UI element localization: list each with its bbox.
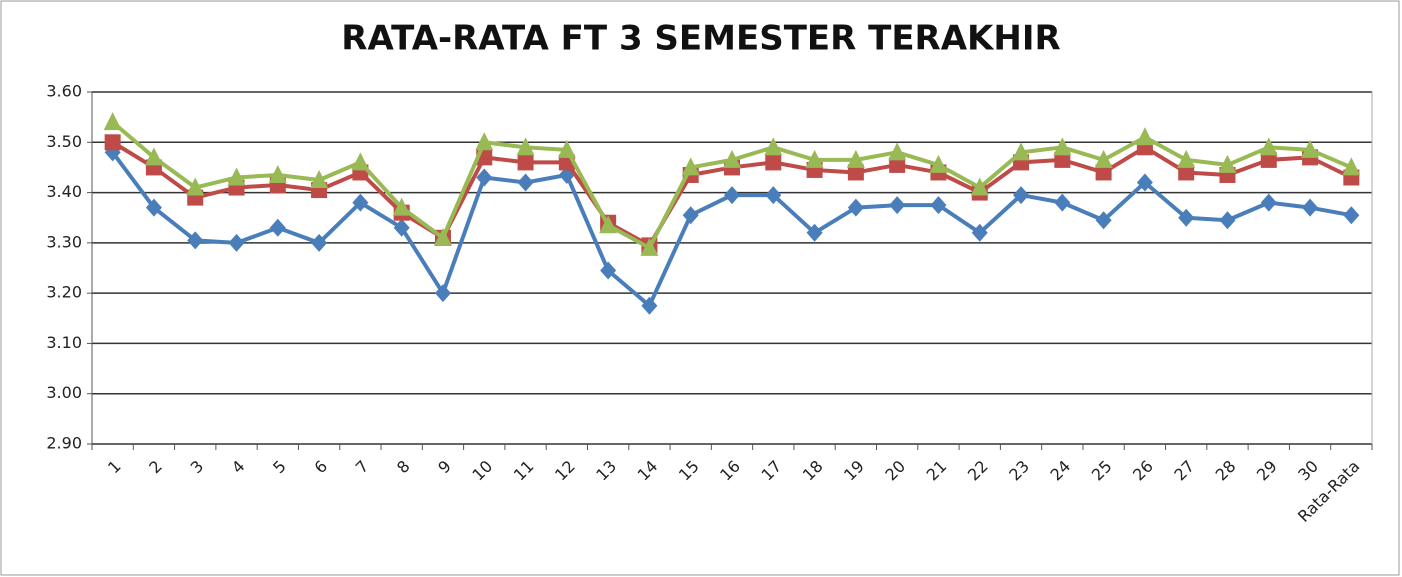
marker bbox=[930, 196, 947, 215]
marker bbox=[889, 196, 906, 215]
y-tick-label: 3.60 bbox=[46, 82, 82, 101]
marker bbox=[682, 206, 699, 225]
marker bbox=[599, 215, 618, 234]
marker bbox=[1302, 198, 1319, 217]
marker bbox=[1177, 149, 1196, 168]
marker bbox=[1095, 164, 1112, 181]
marker bbox=[103, 112, 122, 131]
marker bbox=[227, 167, 246, 186]
y-tick-label: 3.20 bbox=[46, 283, 82, 302]
marker bbox=[1259, 137, 1278, 156]
marker bbox=[1053, 137, 1072, 156]
marker bbox=[1260, 193, 1277, 212]
marker bbox=[434, 284, 451, 303]
marker bbox=[971, 223, 988, 242]
marker bbox=[557, 139, 576, 158]
marker bbox=[1095, 211, 1112, 230]
marker bbox=[268, 164, 287, 183]
marker bbox=[1094, 149, 1113, 168]
marker bbox=[1178, 164, 1195, 181]
marker bbox=[475, 132, 494, 151]
marker bbox=[516, 137, 535, 156]
marker bbox=[641, 296, 658, 315]
marker bbox=[805, 149, 824, 168]
marker bbox=[187, 231, 204, 250]
marker bbox=[681, 157, 700, 176]
marker bbox=[847, 198, 864, 217]
marker bbox=[392, 197, 411, 216]
y-tick-label: 3.50 bbox=[46, 132, 82, 151]
marker bbox=[269, 218, 286, 237]
marker bbox=[393, 218, 410, 237]
marker bbox=[1219, 211, 1236, 230]
marker bbox=[929, 154, 948, 173]
marker bbox=[1178, 208, 1195, 227]
marker bbox=[765, 186, 782, 205]
marker bbox=[846, 149, 865, 168]
marker bbox=[723, 149, 741, 168]
marker bbox=[640, 237, 659, 256]
y-tick-label: 3.30 bbox=[46, 232, 82, 251]
marker bbox=[1136, 173, 1153, 192]
marker bbox=[724, 186, 740, 205]
marker bbox=[1054, 193, 1071, 212]
marker bbox=[970, 177, 989, 196]
y-tick-label: 3.10 bbox=[46, 333, 82, 352]
marker bbox=[228, 233, 245, 252]
y-tick-label: 3.00 bbox=[46, 383, 82, 402]
marker bbox=[517, 173, 534, 192]
y-tick-label: 3.40 bbox=[46, 182, 82, 201]
marker bbox=[1013, 186, 1030, 205]
marker bbox=[104, 134, 121, 151]
marker bbox=[433, 227, 452, 246]
marker bbox=[517, 154, 534, 171]
marker bbox=[351, 152, 370, 171]
marker bbox=[1135, 127, 1154, 146]
marker bbox=[600, 261, 617, 280]
y-tick-label: 2.90 bbox=[46, 434, 82, 453]
marker bbox=[889, 156, 906, 173]
marker bbox=[1012, 142, 1031, 161]
chart-title: RATA-RATA FT 3 SEMESTER TERAKHIR bbox=[341, 19, 1060, 59]
marker bbox=[311, 233, 328, 252]
marker bbox=[352, 193, 369, 212]
marker bbox=[145, 198, 162, 217]
marker bbox=[764, 137, 783, 156]
marker bbox=[310, 170, 329, 188]
marker bbox=[1301, 139, 1320, 158]
marker bbox=[1218, 154, 1237, 173]
marker bbox=[186, 177, 205, 196]
marker bbox=[1342, 157, 1361, 176]
marker bbox=[765, 154, 782, 171]
marker bbox=[806, 223, 823, 242]
marker bbox=[1343, 206, 1360, 225]
marker bbox=[476, 168, 493, 187]
marker bbox=[847, 164, 864, 181]
marker bbox=[144, 147, 163, 166]
marker bbox=[888, 142, 907, 161]
marker bbox=[1054, 151, 1071, 168]
marker bbox=[1260, 151, 1277, 168]
